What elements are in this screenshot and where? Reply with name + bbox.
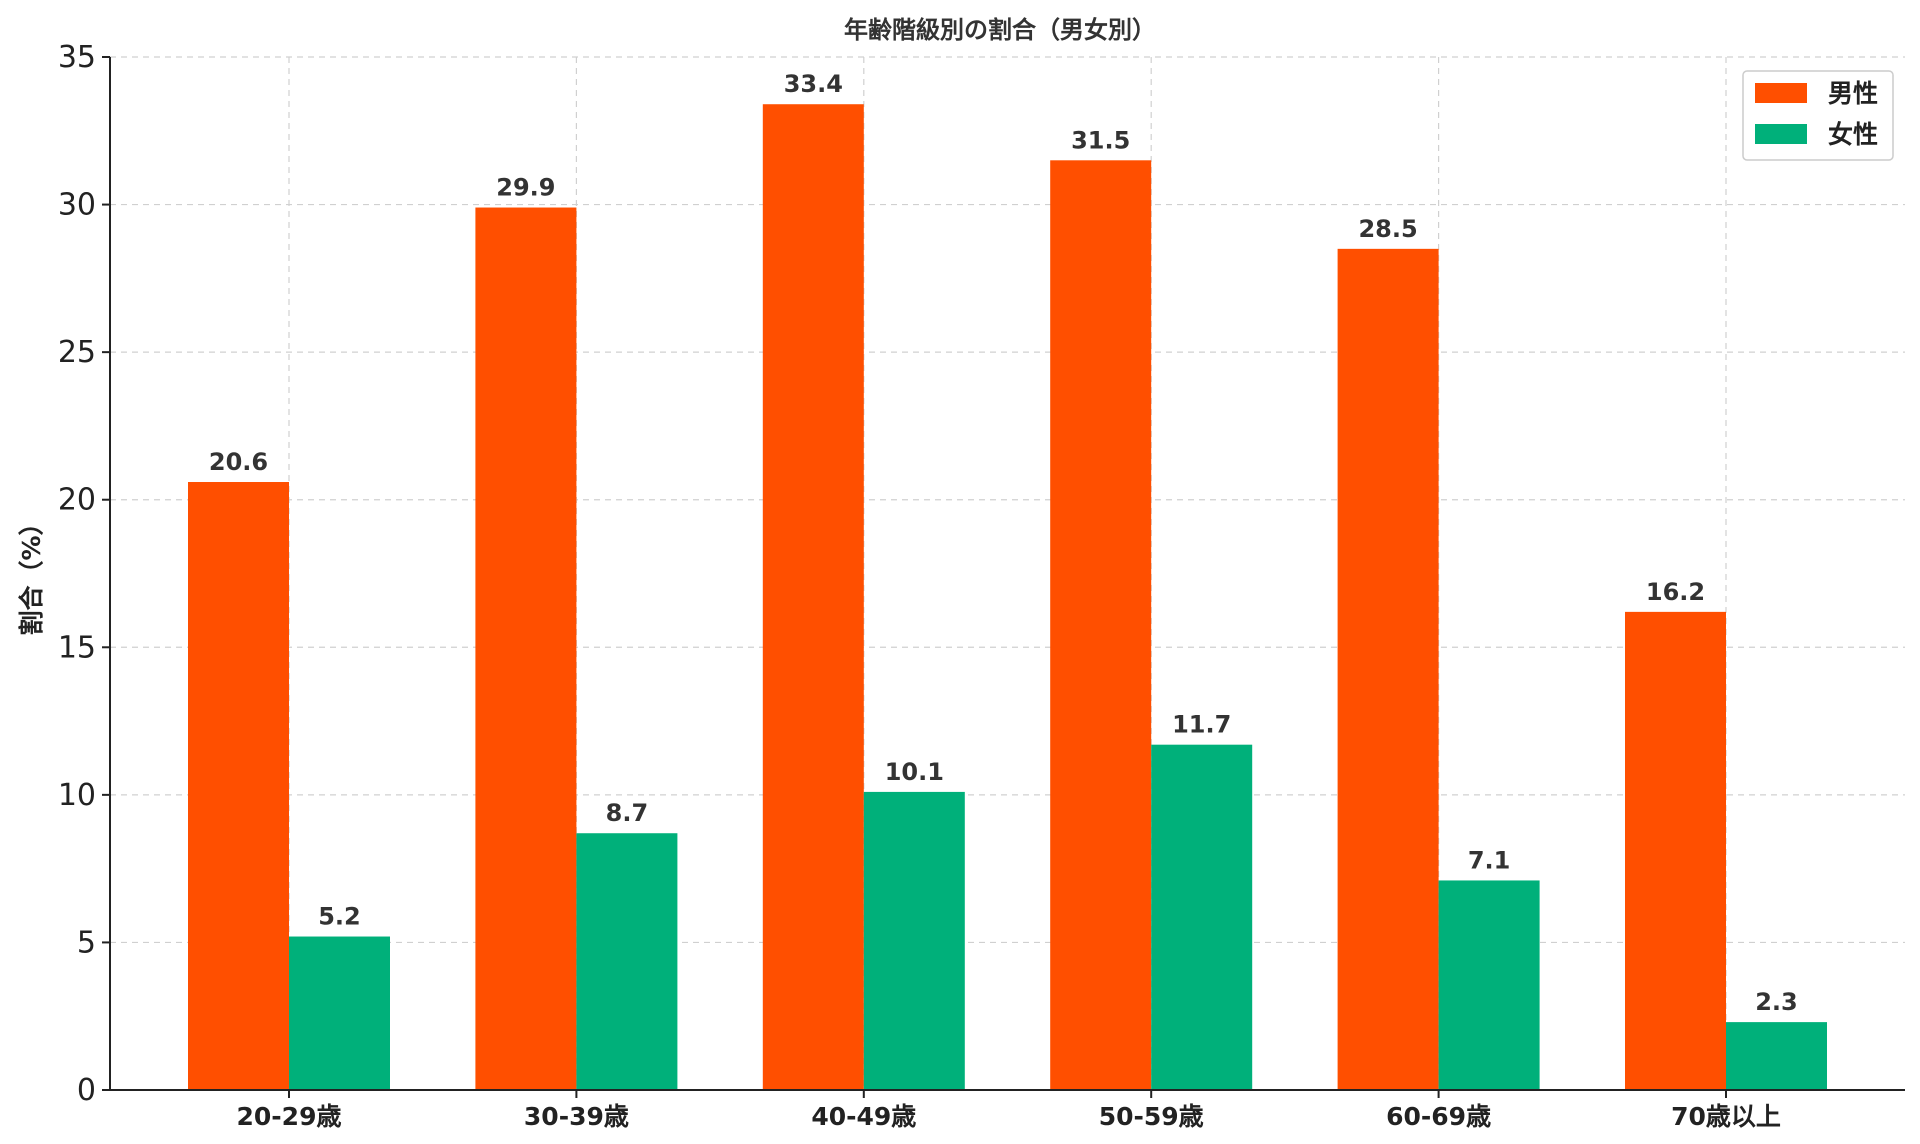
bar-male <box>1050 160 1152 1091</box>
bar-female <box>289 936 390 1090</box>
data-labels: 20.6 5.2 29.9 8.7 33.4 10.1 31.5 11.7 28.5 7.1 16.… <box>209 70 1798 1016</box>
bar-male <box>475 207 577 1091</box>
x-tick-label: 20-29歳 <box>237 1102 342 1131</box>
bar-female <box>576 833 678 1090</box>
y-tick-label: 15 <box>58 630 96 665</box>
y-tick-label: 20 <box>58 483 96 518</box>
y-tick-label: 0 <box>77 1073 96 1108</box>
x-tick-label: 50-59歳 <box>1099 1102 1204 1131</box>
bar-male <box>762 104 864 1091</box>
bar-value-label: 20.6 <box>209 448 268 476</box>
bar-female <box>1438 880 1540 1090</box>
bar-value-label: 2.3 <box>1755 988 1798 1016</box>
bar-value-label: 16.2 <box>1646 578 1705 606</box>
bar-female <box>863 791 965 1090</box>
bar-female <box>1726 1022 1827 1090</box>
x-tick-label: 70歳以上 <box>1671 1102 1781 1131</box>
bar-value-label: 31.5 <box>1071 126 1130 154</box>
y-tick-label: 30 <box>58 188 96 223</box>
legend-swatch-male <box>1755 83 1807 103</box>
bar-value-label: 10.1 <box>885 758 944 786</box>
chart-title: 年齢階級別の割合（男女別） <box>844 16 1156 44</box>
bar-female <box>1151 744 1253 1090</box>
bar-value-label: 5.2 <box>318 903 361 931</box>
y-axis-title: 割合（%） <box>17 510 46 635</box>
bar-male <box>188 482 289 1090</box>
y-ticks: 0 5 10 15 20 25 30 35 <box>58 40 110 1108</box>
legend-label-female: 女性 <box>1828 120 1878 149</box>
x-ticks: 20-29歳 30-39歳 40-49歳 50-59歳 60-69歳 70歳以上 <box>237 1090 1781 1131</box>
axes <box>109 57 1905 1091</box>
legend-label-male: 男性 <box>1828 79 1878 108</box>
y-tick-label: 35 <box>58 40 96 75</box>
y-tick-label: 10 <box>58 778 96 813</box>
bar-value-label: 33.4 <box>784 70 843 98</box>
bar-value-label: 29.9 <box>496 174 555 202</box>
bar-male <box>1337 248 1439 1091</box>
x-tick-label: 60-69歳 <box>1386 1102 1491 1131</box>
x-tick-label: 40-49歳 <box>811 1102 916 1131</box>
legend: 男性 女性 <box>1742 70 1894 161</box>
x-tick-label: 30-39歳 <box>524 1102 629 1131</box>
y-tick-label: 25 <box>58 335 96 370</box>
bar-male <box>1625 611 1726 1090</box>
bar-value-label: 7.1 <box>1468 846 1511 874</box>
bar-value-label: 8.7 <box>606 799 649 827</box>
bar-value-label: 11.7 <box>1172 711 1231 739</box>
y-tick-label: 5 <box>77 925 96 960</box>
bars <box>188 104 1827 1091</box>
bar-value-label: 28.5 <box>1358 215 1417 243</box>
legend-swatch-female <box>1755 124 1807 144</box>
